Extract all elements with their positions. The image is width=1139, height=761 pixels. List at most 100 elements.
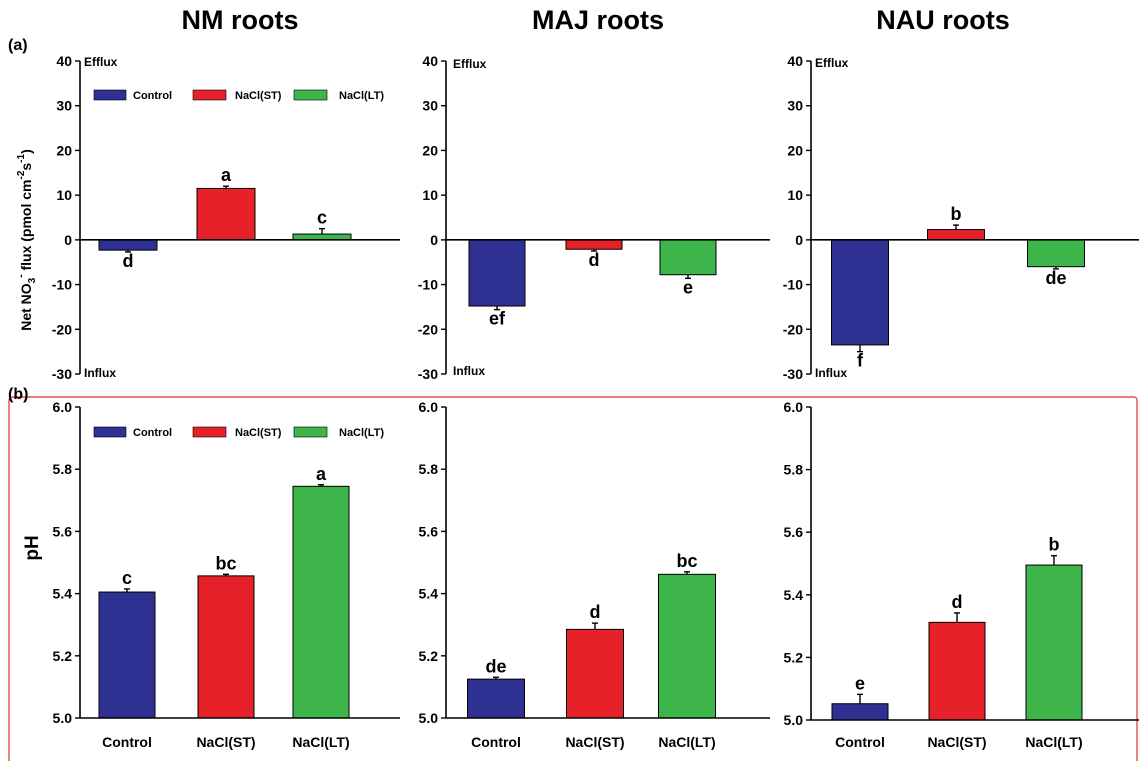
x-category-label: Control xyxy=(102,734,152,750)
y-tick-label: 40 xyxy=(787,53,803,69)
efflux-annotation-maj: Efflux xyxy=(453,57,487,71)
significance-letter: de xyxy=(1045,268,1066,288)
influx-annotation-maj: Influx xyxy=(453,364,485,378)
y-tick-label: 5.6 xyxy=(53,523,73,539)
x-category-label: Control xyxy=(835,734,885,750)
legend-label-control: Control xyxy=(133,427,172,439)
significance-letter: d xyxy=(123,251,134,271)
legend-flux: Control NaCl(ST) NaCl(LT) xyxy=(93,89,384,102)
legend-swatch-control xyxy=(93,426,127,438)
subplot-1: -30 -20 -10 0 10 20 30 40 d a c xyxy=(52,53,400,382)
significance-letter: bc xyxy=(215,553,236,573)
y-tick-label: -10 xyxy=(418,277,438,293)
subplot-6: 5.0 5.2 5.4 5.6 5.8 6.0 e Control d NaCl(ST) b NaCl… xyxy=(784,399,1139,750)
legend-swatch-nacl-lt xyxy=(293,426,328,438)
significance-letter: e xyxy=(855,673,865,693)
x-category-label: NaCl(LT) xyxy=(658,734,715,750)
panel-label-a: (a) xyxy=(8,37,28,54)
column-title-nm: NM roots xyxy=(182,5,299,35)
subplot-4: 5.0 5.2 5.4 5.6 5.8 6.0 c Control bc NaCl(ST) a NaC… xyxy=(53,399,400,750)
y-tick-label: 5.6 xyxy=(784,524,804,540)
significance-letter: bc xyxy=(676,551,697,571)
y-tick-label: 10 xyxy=(787,187,803,203)
y-tick-label: 5.0 xyxy=(784,712,804,728)
bar-nacl-st xyxy=(927,229,985,241)
y-tick-label: 5.2 xyxy=(419,648,439,664)
bar-control xyxy=(98,239,158,251)
x-category-label: NaCl(LT) xyxy=(292,734,349,750)
legend-swatch-control xyxy=(93,89,127,101)
y-tick-label: -10 xyxy=(52,277,72,293)
bar-nacl-lt xyxy=(658,573,716,719)
influx-annotation-nm: Influx xyxy=(84,366,116,380)
y-tick-label: 5.2 xyxy=(53,648,73,664)
efflux-annotation-nm: Efflux xyxy=(84,55,118,69)
y-tick-label: 30 xyxy=(422,98,438,114)
bar-control xyxy=(831,239,889,346)
bar-nacl-st xyxy=(928,621,986,721)
bar-control xyxy=(98,591,156,719)
subplot-3: -30 -20 -10 0 10 20 30 40 f b de xyxy=(783,53,1139,382)
significance-letter: d xyxy=(952,592,963,612)
legend-label-nacl-st: NaCl(ST) xyxy=(235,427,282,439)
efflux-annotation-nau: Efflux xyxy=(815,56,849,70)
significance-letter: a xyxy=(316,464,327,484)
x-category-label: NaCl(ST) xyxy=(927,734,986,750)
y-tick-label: 0 xyxy=(430,232,438,248)
flux-y-axis-label: Net NO3- flux (pmol cm-2s-1) xyxy=(16,149,38,331)
column-title-nau: NAU roots xyxy=(876,5,1010,35)
subplot-5: 5.0 5.2 5.4 5.6 5.8 6.0 de Control d NaCl(ST) bc Na… xyxy=(419,399,770,750)
bar-nacl-st xyxy=(566,628,624,719)
y-tick-label: -20 xyxy=(783,321,803,337)
y-tick-label: 20 xyxy=(56,142,72,158)
y-tick-label: 10 xyxy=(56,187,72,203)
significance-letter: b xyxy=(951,204,962,224)
y-tick-label: -30 xyxy=(52,366,72,382)
bar-control xyxy=(831,703,889,721)
y-tick-label: -20 xyxy=(418,321,438,337)
y-tick-label: 5.6 xyxy=(419,523,439,539)
legend-swatch-nacl-st xyxy=(192,426,227,438)
bar-nacl-st xyxy=(196,187,256,241)
y-tick-label: -10 xyxy=(783,277,803,293)
ph-y-axis-label: pH xyxy=(22,535,43,560)
flux-ylabel-sup2: -2 xyxy=(16,170,27,179)
panel-b-frame xyxy=(8,396,1138,761)
legend-ph: Control NaCl(ST) NaCl(LT) xyxy=(93,426,384,439)
y-tick-label: 20 xyxy=(422,142,438,158)
y-tick-label: 5.8 xyxy=(784,462,804,478)
y-tick-label: 30 xyxy=(56,98,72,114)
x-category-label: Control xyxy=(471,734,521,750)
y-tick-label: 5.8 xyxy=(53,461,73,477)
significance-letter: d xyxy=(589,250,600,270)
y-tick-label: 30 xyxy=(787,98,803,114)
y-tick-label: -20 xyxy=(52,321,72,337)
significance-letter: de xyxy=(485,656,506,676)
legend-label-nacl-lt: NaCl(LT) xyxy=(339,427,384,439)
bar-nacl-lt xyxy=(292,233,352,241)
y-tick-label: 5.4 xyxy=(784,587,804,603)
x-category-label: NaCl(ST) xyxy=(565,734,624,750)
y-tick-label: 0 xyxy=(64,232,72,248)
charts: -30 -20 -10 0 10 20 30 40 d a c -30 -20 -10 0 10 20 30 40 e… xyxy=(52,53,1139,750)
legend-label-nacl-lt: NaCl(LT) xyxy=(339,90,384,102)
y-tick-label: 20 xyxy=(787,142,803,158)
y-tick-label: -30 xyxy=(783,366,803,382)
significance-letter: b xyxy=(1049,535,1060,555)
significance-letter: e xyxy=(683,277,693,297)
bar-nacl-lt xyxy=(659,239,717,276)
y-tick-label: 0 xyxy=(795,232,803,248)
panel-label-b: (b) xyxy=(8,386,28,403)
bar-nacl-lt xyxy=(1025,564,1083,721)
y-tick-label: 40 xyxy=(422,53,438,69)
legend-label-control: Control xyxy=(133,90,172,102)
flux-ylabel-prefix: Net NO xyxy=(18,283,34,331)
y-tick-label: 5.0 xyxy=(53,710,73,726)
y-tick-label: 6.0 xyxy=(53,399,73,415)
influx-annotation-nau: Influx xyxy=(815,366,847,380)
subplot-2: -30 -20 -10 0 10 20 30 40 ef d e xyxy=(418,53,770,382)
x-category-label: NaCl(LT) xyxy=(1025,734,1082,750)
flux-ylabel-sup3: -1 xyxy=(16,153,27,162)
y-tick-label: 5.8 xyxy=(419,461,439,477)
